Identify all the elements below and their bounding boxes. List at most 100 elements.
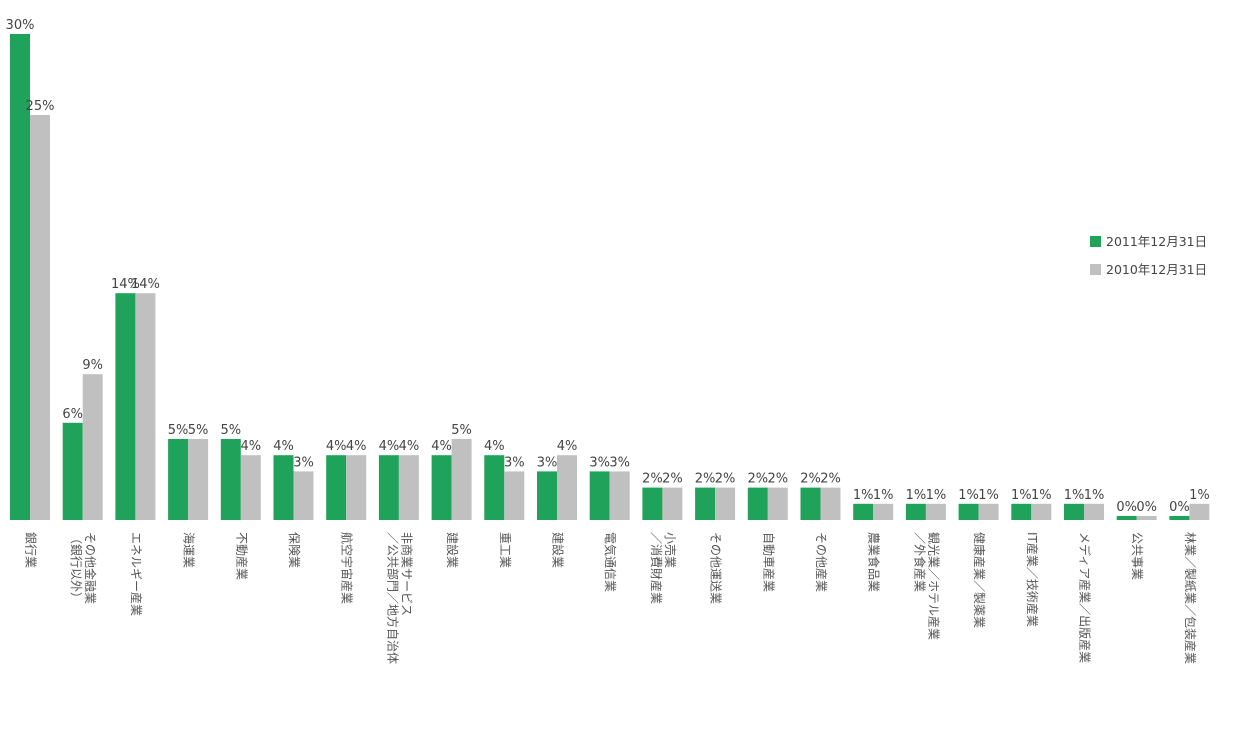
value-label-2010-3: 5%	[188, 423, 209, 438]
value-label-2010-8: 5%	[451, 423, 472, 438]
category-label-1-line1: （銀行以外）	[69, 532, 83, 604]
category-label-8: 建設業	[445, 532, 460, 568]
value-label-2011-3: 5%	[168, 423, 189, 438]
bar-2011-9	[484, 455, 505, 520]
bar-2011-3	[168, 439, 189, 520]
value-label-2010-7: 4%	[399, 439, 420, 454]
value-label-2011-1: 6%	[62, 407, 83, 422]
bars-group	[10, 34, 1210, 520]
value-label-2011-11: 3%	[589, 455, 610, 470]
bar-2011-4	[220, 439, 241, 520]
bar-2011-17	[905, 503, 926, 520]
bar-2010-11	[609, 471, 630, 520]
category-label-7-line0: 非商業サービス	[399, 532, 414, 616]
value-label-2011-22: 0%	[1169, 500, 1190, 515]
bar-2011-11	[589, 471, 610, 520]
bar-2011-13	[695, 487, 716, 520]
value-label-2011-16: 1%	[853, 488, 874, 503]
category-label-7-line1: ／公共部門／地方自治体	[385, 532, 400, 664]
category-label-5: 保険業	[287, 532, 301, 568]
category-label-14: 自動車産業	[761, 532, 776, 592]
category-label-18: 健康産業／製薬業	[972, 532, 987, 628]
bar-2010-21	[1136, 516, 1157, 520]
bar-2011-16	[853, 503, 874, 520]
category-label-3: 海運業	[182, 532, 197, 568]
category-label-21: 公共事業	[1130, 532, 1144, 580]
value-label-2010-16: 1%	[873, 488, 894, 503]
value-label-2011-18: 1%	[958, 488, 979, 503]
value-label-2010-19: 1%	[1031, 488, 1052, 503]
bar-2010-18	[978, 503, 999, 520]
value-label-2011-9: 4%	[484, 439, 505, 454]
value-label-2010-2: 14%	[131, 277, 160, 292]
category-label-17-line1: ／外食産業	[912, 532, 927, 592]
bar-2010-13	[715, 487, 736, 520]
category-label-9: 重工業	[498, 532, 512, 568]
value-label-2010-13: 2%	[715, 472, 736, 487]
bar-2011-5	[273, 455, 294, 520]
value-label-2011-12: 2%	[642, 472, 663, 487]
value-label-2010-20: 1%	[1084, 488, 1105, 503]
bar-2011-21	[1116, 516, 1137, 520]
value-label-2011-0: 30%	[6, 18, 35, 33]
bar-2010-20	[1084, 503, 1104, 520]
category-label-17-line0: 観光業／ホテル産業	[926, 532, 941, 640]
value-label-2011-13: 2%	[695, 472, 716, 487]
category-label-19: IT産業／技術産業	[1025, 532, 1040, 627]
value-label-2010-11: 3%	[609, 455, 630, 470]
category-label-2: エネルギー産業	[129, 532, 144, 616]
bar-2011-20	[1064, 503, 1084, 520]
category-labels-group: 銀行業 その他金融業（銀行以外） エネルギー産業 海運業 不動産業 保険業 航空宇宙産業 非商…	[24, 532, 1198, 664]
value-label-2010-15: 2%	[820, 472, 841, 487]
value-label-2011-17: 1%	[906, 488, 927, 503]
bar-2011-0	[10, 34, 30, 520]
value-label-2010-18: 1%	[978, 488, 999, 503]
value-label-2011-2: 14%	[111, 277, 140, 292]
value-label-2010-14: 2%	[767, 472, 788, 487]
value-label-2010-5: 3%	[293, 455, 314, 470]
value-label-2011-10: 3%	[537, 455, 558, 470]
bar-2010-15	[820, 487, 841, 520]
bar-2011-18	[958, 503, 979, 520]
value-label-2011-15: 2%	[800, 472, 821, 487]
legend-label-2010: 2010年12月31日	[1106, 262, 1207, 277]
bar-2011-8	[431, 455, 452, 520]
value-label-2011-4: 5%	[220, 423, 241, 438]
category-label-13: その他運送業	[709, 532, 724, 604]
value-label-2011-20: 1%	[1064, 488, 1085, 503]
category-label-15: その他産業	[814, 532, 829, 592]
bar-2010-16	[873, 503, 894, 520]
value-label-2010-0: 25%	[26, 99, 55, 114]
bar-2011-15	[800, 487, 821, 520]
value-label-2010-12: 2%	[662, 472, 683, 487]
bar-2011-19	[1011, 503, 1032, 520]
bar-2011-10	[537, 471, 557, 520]
bar-2011-2	[115, 293, 136, 520]
bar-2010-6	[346, 455, 367, 520]
value-label-2011-7: 4%	[379, 439, 400, 454]
value-label-2011-8: 4%	[431, 439, 452, 454]
bar-2010-12	[662, 487, 683, 520]
category-label-10: 建設業	[551, 532, 566, 568]
bar-2010-5	[293, 471, 314, 520]
value-label-2010-6: 4%	[346, 439, 367, 454]
category-label-12-line1: ／消費財産業	[649, 532, 664, 604]
value-labels-group: 30%25%6%9%14%14%5% 5% 5%4% 4%3%4% 4% 4% 4% 4%5%…	[6, 18, 1210, 515]
bar-2010-2	[135, 293, 156, 520]
legend-swatch-2010	[1090, 264, 1101, 275]
bar-2010-22	[1189, 503, 1210, 520]
legend: 2011年12月31日 2010年12月31日	[1090, 234, 1207, 277]
value-label-2011-5: 4%	[273, 439, 294, 454]
value-label-2011-6: 4%	[326, 439, 347, 454]
bar-2011-22	[1169, 516, 1190, 520]
category-label-20: メディア産業／出版産業	[1078, 532, 1093, 663]
bar-2010-19	[1031, 503, 1052, 520]
bar-2011-1	[62, 422, 83, 520]
legend-label-2011: 2011年12月31日	[1106, 234, 1207, 249]
category-label-6: 航空宇宙産業	[340, 532, 355, 604]
bar-2010-0	[30, 115, 50, 520]
category-label-11: 電気通信業	[603, 532, 618, 592]
category-label-16: 農業食品業	[867, 532, 882, 592]
bar-2010-14	[767, 487, 788, 520]
